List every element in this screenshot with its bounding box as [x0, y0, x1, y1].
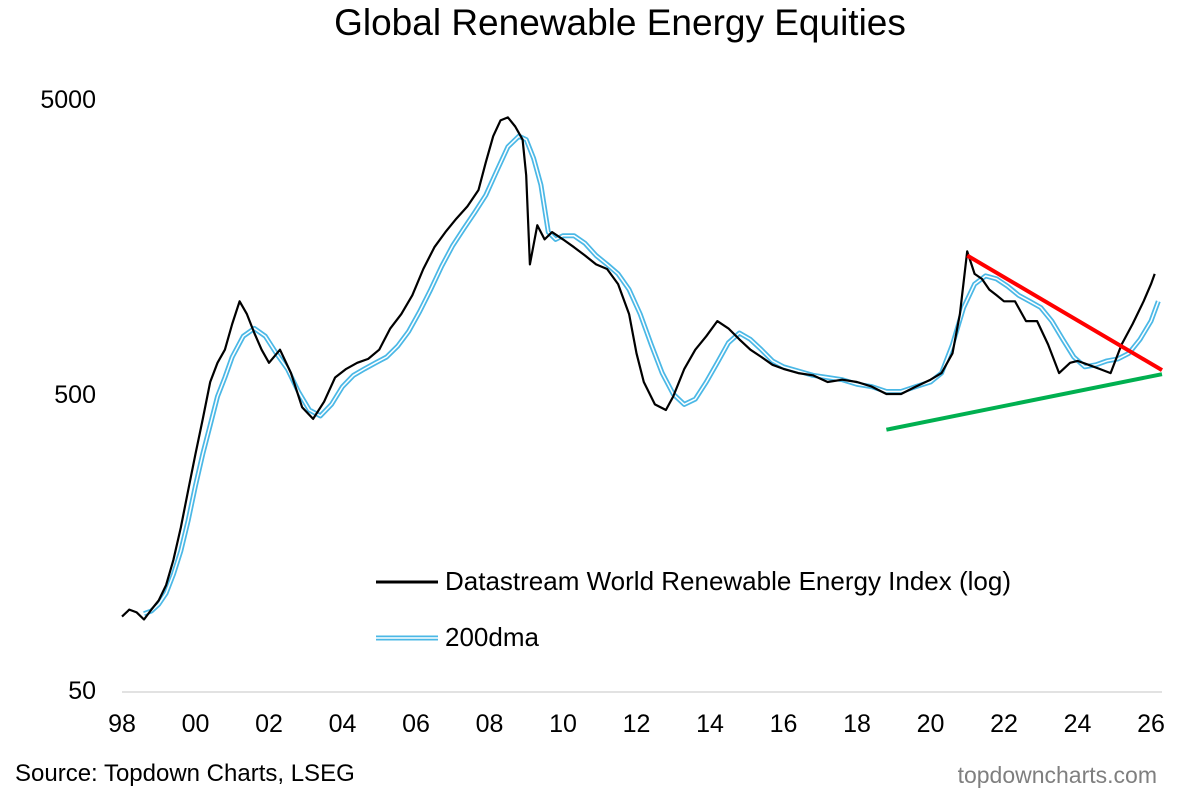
y-tick-label: 50: [68, 677, 96, 705]
x-tick-label: 00: [181, 710, 210, 738]
x-tick-label: 16: [769, 710, 798, 738]
x-tick-label: 08: [475, 710, 504, 738]
series-200dma: [143, 133, 1161, 617]
x-tick-label: 02: [255, 710, 283, 738]
x-tick-label: 12: [622, 710, 651, 738]
legend-label-index: Datastream World Renewable Energy Index …: [445, 566, 1012, 596]
x-tick-label: 20: [916, 710, 945, 738]
resistance-trendline: [966, 253, 1164, 372]
y-tick-label: 5000: [40, 86, 96, 114]
series-renewable-index: [121, 116, 1156, 621]
x-tick-label: 26: [1137, 710, 1165, 738]
x-tick-label: 06: [402, 710, 430, 738]
source-note: Source: Topdown Charts, LSEG: [15, 760, 355, 787]
x-tick-label: 18: [843, 710, 871, 738]
x-tick-label: 14: [696, 710, 724, 738]
trendlines: [885, 253, 1164, 432]
200dma-line-outer: [143, 133, 1161, 617]
support-trendline: [885, 372, 1163, 432]
200dma-line-inner: [143, 135, 1160, 615]
chart-title: Global Renewable Energy Equities: [334, 2, 906, 43]
website-credit: topdowncharts.com: [957, 762, 1157, 788]
x-tick-label: 10: [549, 710, 577, 738]
renewable-index-line: [121, 116, 1156, 621]
x-tick-label: 22: [990, 710, 1018, 738]
y-tick-label: 500: [54, 381, 96, 409]
legend: [376, 580, 438, 641]
x-tick-label: 24: [1063, 710, 1092, 738]
x-tick-label: 04: [328, 710, 357, 738]
legend-label-200dma: 200dma: [445, 622, 539, 652]
x-tick-label: 98: [108, 710, 136, 738]
